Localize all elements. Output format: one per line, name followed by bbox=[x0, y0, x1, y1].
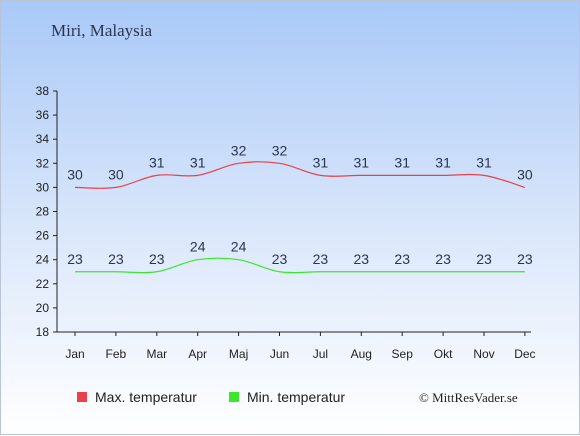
min-data-label: 23 bbox=[476, 251, 492, 267]
max-data-label: 31 bbox=[476, 154, 492, 170]
min-data-label: 23 bbox=[149, 251, 165, 267]
min-data-label: 23 bbox=[108, 251, 124, 267]
min-data-label: 24 bbox=[231, 239, 247, 255]
x-tick-label: Feb bbox=[106, 347, 127, 361]
max-data-label: 31 bbox=[394, 154, 410, 170]
y-tick-label: 34 bbox=[36, 132, 50, 146]
y-tick-label: 18 bbox=[36, 325, 50, 339]
x-tick-label: Jan bbox=[65, 347, 84, 361]
x-tick-label: Dec bbox=[514, 347, 535, 361]
legend-label-max: Max. temperatur bbox=[95, 389, 197, 405]
y-tick-label: 30 bbox=[36, 180, 50, 194]
max-data-label: 32 bbox=[231, 142, 247, 158]
y-tick-label: 22 bbox=[36, 277, 50, 291]
y-tick-label: 38 bbox=[36, 84, 50, 98]
x-tick-label: Mar bbox=[146, 347, 167, 361]
chart-title: Miri, Malaysia bbox=[51, 21, 153, 40]
x-tick-label: Okt bbox=[434, 347, 453, 361]
y-tick-label: 26 bbox=[36, 229, 50, 243]
x-tick-label: Maj bbox=[229, 347, 248, 361]
y-tick-label: 32 bbox=[36, 156, 50, 170]
x-tick-label: Nov bbox=[473, 347, 494, 361]
max-data-label: 30 bbox=[517, 166, 533, 182]
y-tick-label: 20 bbox=[36, 301, 50, 315]
x-tick-label: Aug bbox=[351, 347, 372, 361]
credit-text: © MittResVader.se bbox=[419, 390, 518, 405]
max-data-label: 31 bbox=[149, 154, 165, 170]
min-data-label: 24 bbox=[190, 239, 206, 255]
min-data-label: 23 bbox=[435, 251, 451, 267]
legend-item-min: Min. temperatur bbox=[229, 389, 345, 405]
legend-label-min: Min. temperatur bbox=[247, 389, 346, 405]
min-data-label: 23 bbox=[394, 251, 410, 267]
legend-swatch-max bbox=[77, 392, 87, 402]
y-tick-label: 24 bbox=[36, 253, 50, 267]
x-tick-label: Apr bbox=[188, 347, 207, 361]
min-data-label: 23 bbox=[354, 251, 370, 267]
min-data-label: 23 bbox=[67, 251, 83, 267]
x-tick-label: Sep bbox=[392, 347, 414, 361]
max-data-label: 30 bbox=[108, 166, 124, 182]
x-tick-label: Jul bbox=[313, 347, 328, 361]
max-data-label: 32 bbox=[272, 142, 288, 158]
max-data-label: 31 bbox=[313, 154, 329, 170]
legend-swatch-min bbox=[229, 392, 239, 402]
y-tick-label: 28 bbox=[36, 205, 50, 219]
max-data-label: 31 bbox=[354, 154, 370, 170]
max-data-label: 30 bbox=[67, 166, 83, 182]
legend-item-max: Max. temperatur bbox=[77, 389, 197, 405]
min-data-label: 23 bbox=[272, 251, 288, 267]
x-tick-label: Jun bbox=[270, 347, 289, 361]
max-temperature-line bbox=[74, 161, 526, 189]
max-data-label: 31 bbox=[190, 154, 206, 170]
min-data-label: 23 bbox=[517, 251, 533, 267]
min-temperature-line bbox=[74, 257, 525, 274]
min-data-label: 23 bbox=[313, 251, 329, 267]
max-data-label: 31 bbox=[435, 154, 451, 170]
y-tick-label: 36 bbox=[36, 108, 50, 122]
